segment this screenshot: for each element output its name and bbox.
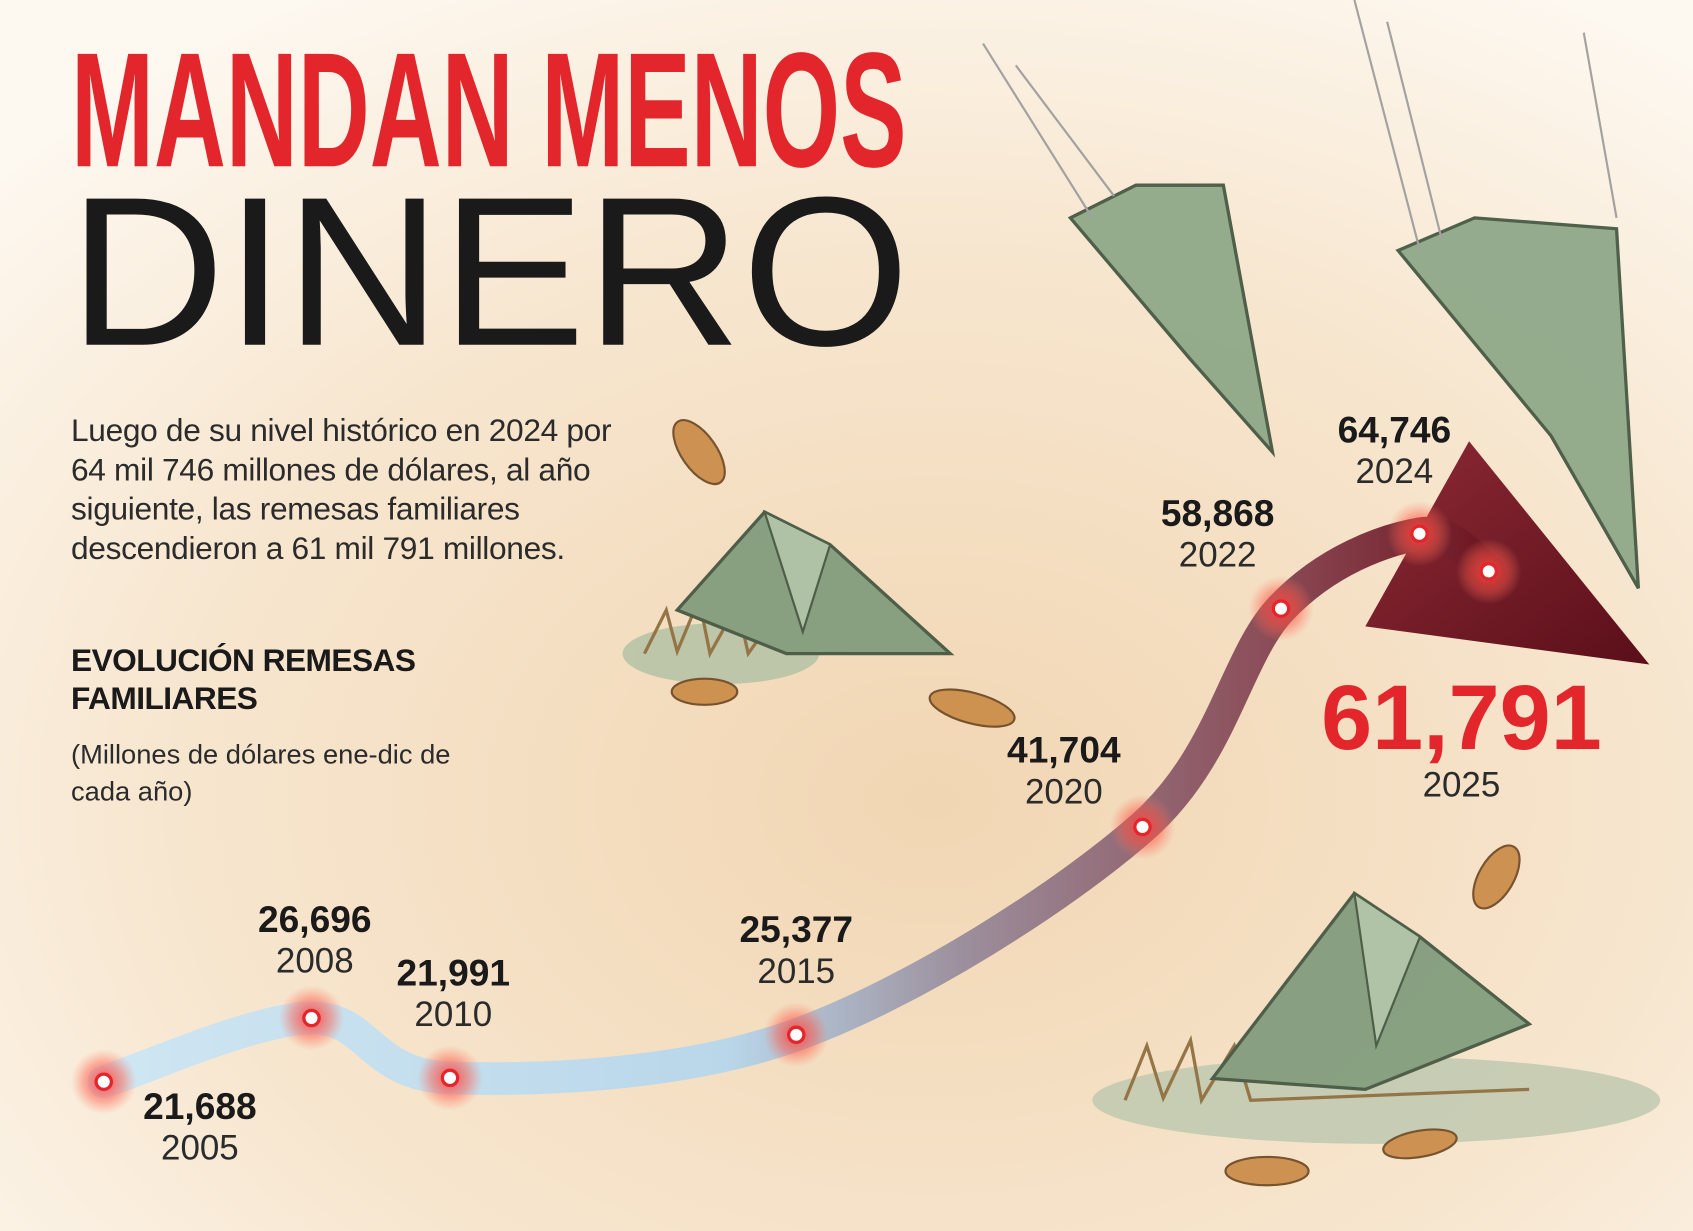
point xyxy=(440,1068,460,1088)
year-label: 2008 xyxy=(276,942,354,981)
point xyxy=(1271,599,1291,618)
title-line-2: DINERO xyxy=(69,153,910,391)
illustration xyxy=(622,0,1661,1187)
point xyxy=(1410,524,1429,544)
description-box: Luego de su nivel histórico en 2024 por … xyxy=(70,413,612,567)
year-label: 2020 xyxy=(1025,773,1103,812)
value-label: 21,991 xyxy=(397,951,511,993)
title-line-1: MANDAN MENOS xyxy=(71,18,907,201)
point xyxy=(1133,817,1152,837)
point xyxy=(94,1072,114,1092)
year-label: 2010 xyxy=(414,995,492,1034)
point xyxy=(1479,562,1499,581)
chart-subtitle: (Millones de dólares ene-dic de cada año… xyxy=(70,739,451,808)
chart-subtitle-box: (Millones de dólares ene-dic de cada año… xyxy=(70,739,451,808)
year-label: 2025 xyxy=(1423,765,1501,804)
point xyxy=(786,1025,806,1045)
value-label: 25,377 xyxy=(739,908,853,950)
description: Luego de su nivel histórico en 2024 por … xyxy=(70,413,612,567)
value-label: 58,868 xyxy=(1161,492,1275,534)
value-label: 64,746 xyxy=(1338,408,1452,450)
year-label: 2015 xyxy=(757,952,835,991)
year-label: 2005 xyxy=(161,1129,239,1168)
year-label: 2024 xyxy=(1356,452,1434,491)
value-label: 26,696 xyxy=(258,898,372,940)
chart-title-box: EVOLUCIÓN REMESAS FAMILIARES xyxy=(70,643,416,717)
value-label: 61,791 xyxy=(1321,667,1602,769)
point xyxy=(302,1008,321,1028)
value-label: 21,688 xyxy=(143,1085,257,1127)
chart-title: EVOLUCIÓN REMESAS FAMILIARES xyxy=(70,643,416,717)
year-label: 2022 xyxy=(1179,536,1257,575)
value-label: 41,704 xyxy=(1007,729,1121,771)
